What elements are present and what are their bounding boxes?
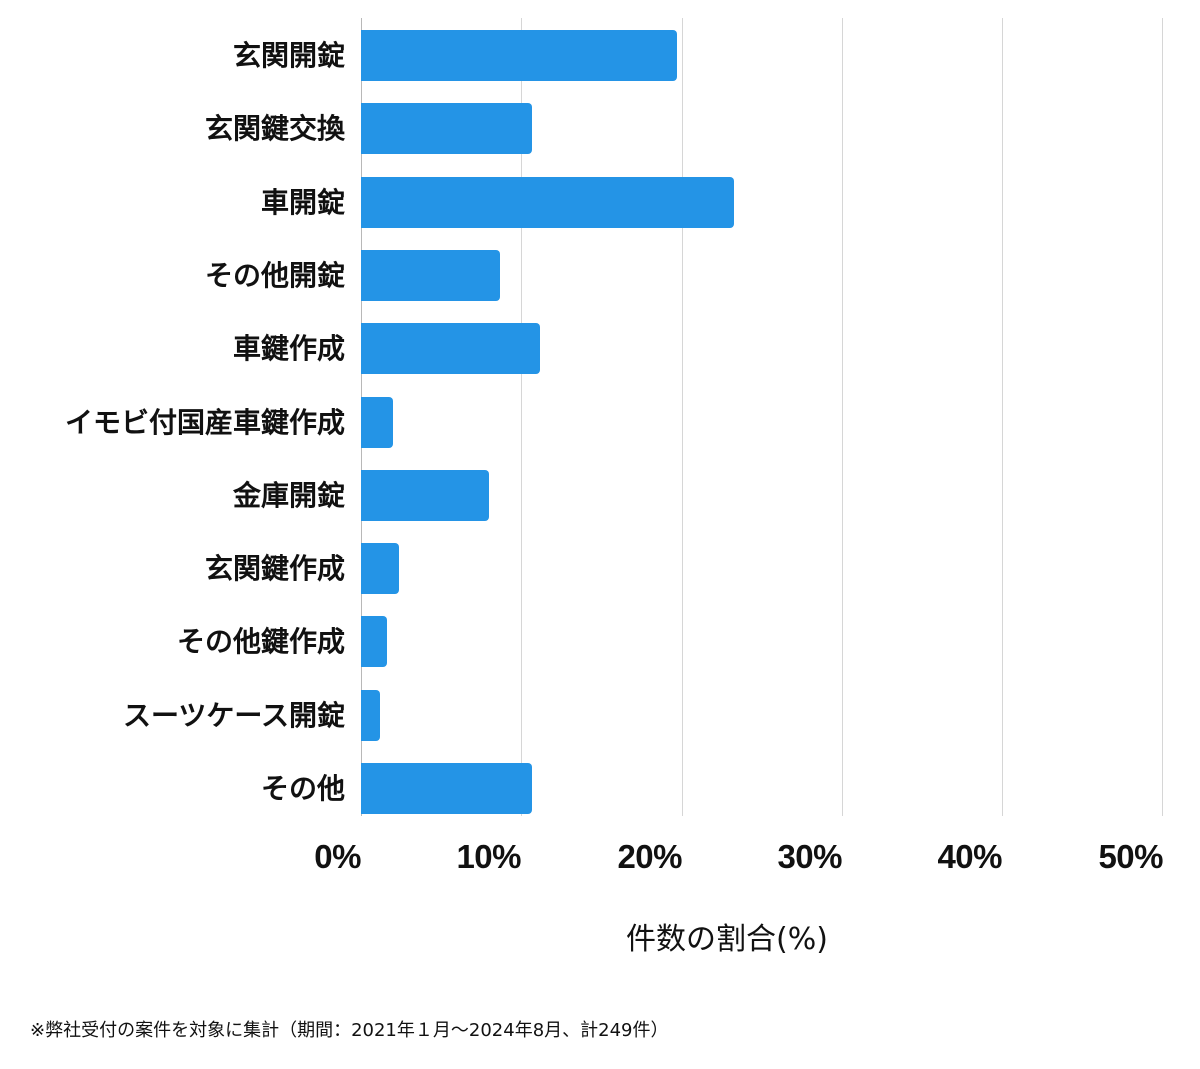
- footnote: ※弊社受付の案件を対象に集計（期間：2021年１月〜2024年8月、計249件）: [30, 1020, 669, 1041]
- bar: [361, 323, 541, 375]
- bar: [361, 763, 533, 814]
- gridline-50: [1162, 18, 1163, 816]
- category-label: イモビ付国産車鍵作成: [64, 405, 345, 439]
- bar: [361, 543, 400, 595]
- x-tick-label: 20%: [617, 838, 682, 875]
- x-tick-label: 30%: [777, 838, 842, 875]
- gridline-10: [521, 18, 522, 816]
- category-label: 玄関鍵作成: [204, 552, 345, 586]
- x-tick-label: 10%: [456, 838, 521, 875]
- gridline-20: [682, 18, 683, 816]
- category-label: その他鍵作成: [176, 625, 345, 659]
- category-label: 車開錠: [260, 185, 345, 219]
- category-label: スーツケース開錠: [122, 698, 345, 732]
- bar: [361, 616, 387, 668]
- bar: [361, 249, 501, 301]
- bar: [361, 469, 490, 521]
- category-label: 玄関開錠: [232, 39, 345, 72]
- bar: [361, 103, 533, 155]
- bar: [361, 396, 394, 448]
- category-label: 金庫開錠: [232, 478, 345, 512]
- x-tick-label: 40%: [937, 838, 1002, 875]
- category-label: 玄関鍵交換: [204, 112, 345, 146]
- category-label: その他: [260, 772, 345, 805]
- gridline-40: [1002, 18, 1003, 816]
- x-axis-title: 件数の割合(%): [626, 922, 828, 957]
- bar: [361, 176, 735, 228]
- x-tick-label: 0%: [314, 838, 361, 875]
- x-tick-label: 50%: [1098, 838, 1163, 875]
- category-label: 車鍵作成: [232, 332, 345, 366]
- bar: [361, 30, 677, 81]
- bar: [361, 689, 381, 741]
- category-label: その他開錠: [204, 258, 345, 292]
- gridline-30: [842, 18, 843, 816]
